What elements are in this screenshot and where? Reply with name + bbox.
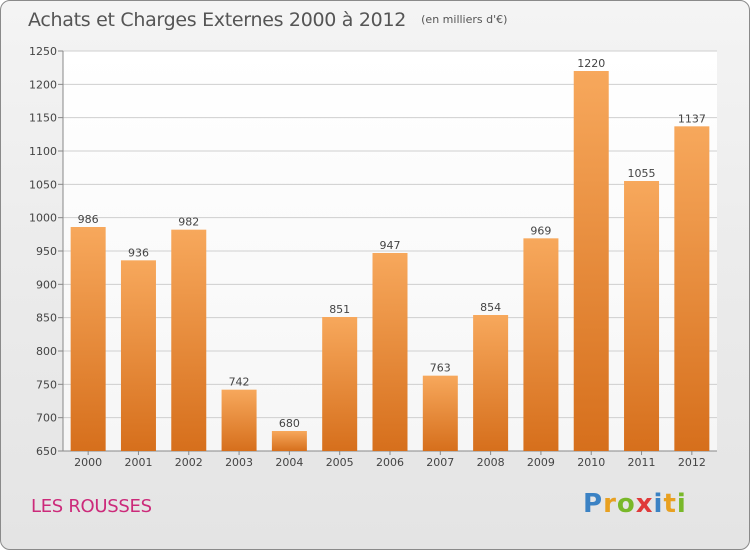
bar-value-label: 680 [279, 417, 300, 430]
x-tick-label: 2003 [225, 456, 253, 469]
x-tick-label: 2008 [477, 456, 505, 469]
y-tick-label: 700 [36, 412, 57, 425]
bar-value-label: 742 [229, 376, 250, 389]
bar [473, 315, 509, 451]
logo-letter: x [635, 489, 654, 519]
bar-value-label: 851 [329, 303, 350, 316]
y-tick-label: 1100 [29, 145, 57, 158]
bar-value-label: 1137 [678, 112, 706, 125]
y-tick-label: 650 [36, 445, 57, 458]
bar [372, 253, 408, 451]
bar-value-label: 763 [430, 362, 451, 375]
bar [573, 71, 609, 451]
bar [70, 227, 106, 451]
y-tick-label: 1050 [29, 178, 57, 191]
x-tick-label: 2011 [628, 456, 656, 469]
title-unit: (en milliers d'€) [421, 13, 508, 26]
x-tick-label: 2000 [74, 456, 102, 469]
x-tick-label: 2005 [326, 456, 354, 469]
bar [422, 375, 458, 451]
y-tick-label: 1000 [29, 212, 57, 225]
y-tick-label: 1200 [29, 78, 57, 91]
logo-letter: i [653, 489, 664, 519]
y-tick-label: 850 [36, 312, 57, 325]
bar-value-label: 982 [178, 216, 199, 229]
bar-value-label: 854 [480, 301, 501, 314]
logo-letter: o [616, 489, 636, 519]
bar [674, 126, 710, 451]
bar [171, 229, 207, 451]
bar-value-label: 947 [380, 239, 401, 252]
chart-title: Achats et Charges Externes 2000 à 2012 (… [28, 9, 507, 31]
x-tick-label: 2010 [577, 456, 605, 469]
proxiti-logo: Proxiti [583, 489, 687, 519]
x-tick-label: 2001 [124, 456, 152, 469]
bar [523, 238, 559, 451]
x-tick-label: 2012 [678, 456, 706, 469]
logo-letter: i [676, 489, 687, 519]
y-tick-label: 1150 [29, 112, 57, 125]
title-text: Achats et Charges Externes 2000 à 2012 [28, 9, 407, 31]
y-tick-label: 900 [36, 278, 57, 291]
logo-letter: r [603, 489, 617, 519]
commune-name: LES ROUSSES [31, 496, 152, 517]
x-tick-label: 2009 [527, 456, 555, 469]
y-tick-label: 1250 [29, 45, 57, 58]
bar [120, 260, 156, 451]
y-tick-label: 950 [36, 245, 57, 258]
y-tick-label: 750 [36, 378, 57, 391]
bar [624, 181, 660, 451]
bar-value-label: 1055 [628, 167, 656, 180]
bar-value-label: 986 [78, 213, 99, 226]
bar [271, 431, 307, 451]
bar [322, 317, 358, 451]
x-tick-label: 2006 [376, 456, 404, 469]
x-tick-label: 2004 [275, 456, 303, 469]
x-tick-label: 2007 [426, 456, 454, 469]
y-tick-label: 800 [36, 345, 57, 358]
bar-value-label: 1220 [577, 57, 605, 70]
x-tick-label: 2002 [175, 456, 203, 469]
bar [221, 389, 257, 451]
logo-letter: t [663, 489, 677, 519]
bar-value-label: 936 [128, 246, 149, 259]
bar-value-label: 969 [530, 224, 551, 237]
logo-letter: P [583, 489, 604, 519]
